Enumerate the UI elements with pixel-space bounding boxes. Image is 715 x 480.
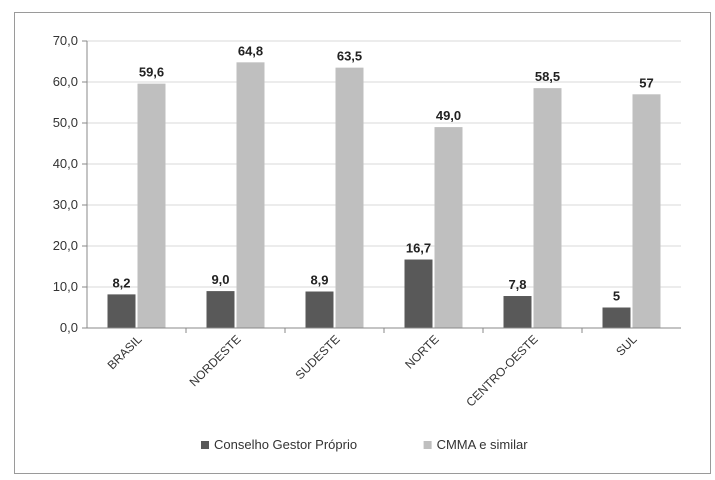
legend-swatch bbox=[201, 441, 209, 449]
y-axis-ticks: 0,0 10,0 20,0 30,0 40,0 50,0 60,0 70,0 bbox=[53, 33, 87, 335]
data-label: 63,5 bbox=[337, 49, 362, 64]
data-label: 8,2 bbox=[112, 275, 130, 290]
legend-label: Conselho Gestor Próprio bbox=[214, 437, 357, 452]
y-tick-label: 30,0 bbox=[53, 197, 78, 212]
data-label: 7,8 bbox=[508, 277, 526, 292]
bar-conselho bbox=[602, 307, 631, 328]
x-category-label: SUL bbox=[613, 332, 640, 359]
x-category-label: NORDESTE bbox=[187, 332, 244, 389]
data-labels: 8,2 59,6 9,0 64,8 8,9 63,5 16,7 49,0 7,8 58,5 5 57 bbox=[112, 43, 653, 303]
bar-cmma bbox=[533, 88, 562, 329]
legend-label: CMMA e similar bbox=[437, 437, 529, 452]
y-tick-label: 60,0 bbox=[53, 74, 78, 89]
bar-cmma bbox=[434, 127, 463, 328]
axes bbox=[86, 41, 681, 333]
data-label: 9,0 bbox=[211, 272, 229, 287]
x-axis-categories: BRASIL NORDESTE SUDESTE NORTE CENTRO-OESTE SU… bbox=[105, 332, 640, 410]
bar-cmma bbox=[335, 67, 364, 329]
bar-conselho bbox=[503, 296, 532, 328]
y-tick-label: 10,0 bbox=[53, 279, 78, 294]
bar-cmma bbox=[236, 62, 265, 328]
data-label: 58,5 bbox=[535, 69, 560, 84]
bar-conselho bbox=[404, 259, 433, 328]
y-tick-label: 70,0 bbox=[53, 33, 78, 48]
y-tick-label: 50,0 bbox=[53, 115, 78, 130]
legend-swatch bbox=[423, 441, 432, 449]
chart-frame: 0,0 10,0 20,0 30,0 40,0 50,0 60,0 70,0 8,2 59,6 9… bbox=[14, 12, 711, 474]
data-label: 16,7 bbox=[406, 241, 431, 256]
bar-cmma bbox=[137, 83, 166, 328]
x-category-label: NORTE bbox=[402, 332, 441, 371]
bar-conselho bbox=[206, 291, 235, 328]
data-label: 59,6 bbox=[139, 65, 164, 80]
bar-cmma bbox=[632, 94, 661, 328]
legend: Conselho Gestor Próprio CMMA e similar bbox=[201, 437, 528, 452]
bar-conselho bbox=[305, 291, 334, 328]
data-label: 49,0 bbox=[436, 108, 461, 123]
data-label: 5 bbox=[613, 289, 620, 304]
gridlines bbox=[87, 40, 681, 288]
bars bbox=[107, 62, 661, 329]
data-label: 57 bbox=[639, 75, 653, 90]
data-label: 64,8 bbox=[238, 43, 263, 58]
data-label: 8,9 bbox=[310, 273, 328, 288]
y-tick-label: 20,0 bbox=[53, 238, 78, 253]
bar-chart: 0,0 10,0 20,0 30,0 40,0 50,0 60,0 70,0 8,2 59,6 9… bbox=[53, 33, 681, 452]
x-category-label: SUDESTE bbox=[293, 332, 343, 382]
y-tick-label: 40,0 bbox=[53, 156, 78, 171]
x-category-label: CENTRO-OESTE bbox=[463, 332, 540, 409]
y-tick-label: 0,0 bbox=[60, 320, 78, 335]
x-category-label: BRASIL bbox=[105, 332, 145, 372]
bar-conselho bbox=[107, 294, 136, 328]
